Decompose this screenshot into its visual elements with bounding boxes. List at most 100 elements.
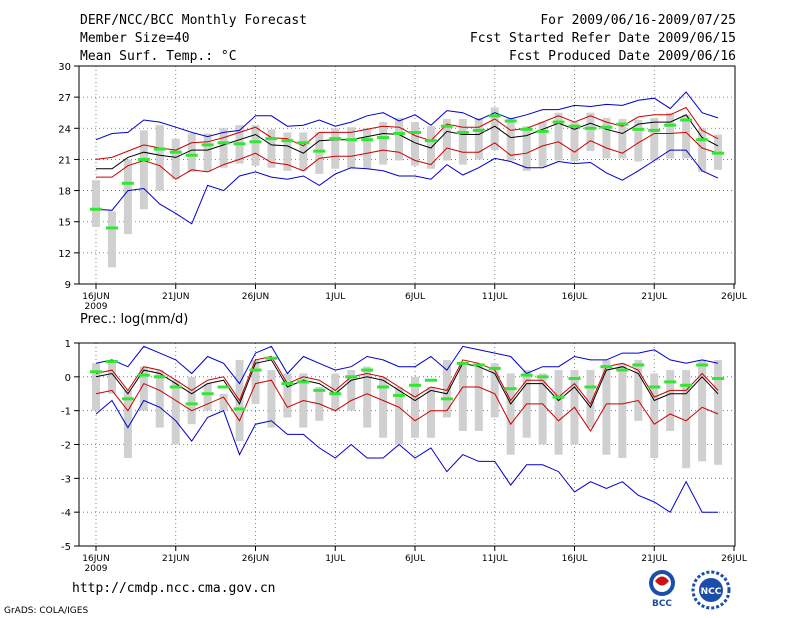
variable-label: Mean Surf. Temp.: °C: [80, 49, 237, 64]
spread-box: [347, 370, 356, 411]
observed-marker: [90, 207, 102, 211]
observed-marker: [600, 125, 613, 129]
observed-marker: [185, 402, 198, 406]
y-tick-label: 0: [65, 373, 71, 384]
spread-box: [506, 373, 515, 455]
observed-marker: [345, 138, 358, 142]
observed-marker: [233, 142, 246, 146]
spread-box: [682, 370, 691, 469]
observed-marker: [680, 383, 693, 387]
observed-marker: [377, 385, 390, 389]
observed-marker: [680, 118, 693, 122]
x-tick-year-label: 2009: [85, 564, 108, 574]
spread-box: [187, 376, 196, 425]
observed-marker: [472, 128, 485, 132]
observed-marker: [424, 139, 437, 143]
spread-box: [139, 366, 148, 411]
spread-box: [251, 359, 260, 404]
observed-marker: [281, 382, 294, 386]
observed-marker: [409, 130, 421, 134]
observed-marker: [456, 130, 469, 134]
observed-marker: [536, 129, 549, 133]
observed-marker: [552, 395, 565, 399]
ensemble-mean-line: [95, 359, 719, 409]
y-tick-label: 9: [65, 280, 71, 291]
observed-marker: [265, 356, 278, 360]
observed-marker: [504, 119, 517, 123]
observed-marker: [504, 387, 517, 391]
spread-box: [458, 363, 467, 431]
spread-box: [267, 370, 276, 428]
x-tick-label: 26JUL: [721, 554, 747, 564]
chart-title: DERF/NCC/BCC Monthly Forecast: [80, 13, 307, 28]
mean-minus-sd-line: [95, 379, 719, 432]
ensemble-min-line: [95, 399, 718, 513]
observed-marker: [409, 383, 421, 387]
observed-marker: [201, 392, 214, 396]
y-tick-label: -4: [61, 508, 71, 519]
member-size-label: Member Size=40: [80, 31, 190, 46]
spread-box: [331, 373, 340, 411]
observed-marker: [121, 181, 134, 185]
observed-marker: [137, 373, 150, 377]
source-url[interactable]: http://cmdp.ncc.cma.gov.cn: [72, 581, 276, 596]
observed-marker: [552, 120, 565, 124]
grads-credit: GrADS: COLA/IGES: [4, 606, 89, 616]
observed-marker: [297, 380, 310, 384]
observed-marker: [568, 377, 581, 381]
spread-box: [458, 118, 467, 165]
observed-marker: [393, 393, 406, 397]
mean-minus-sd-line: [96, 131, 719, 180]
spread-box: [171, 138, 180, 180]
x-tick-label: 16JUN: [82, 292, 109, 302]
x-tick-label: 16JUL: [562, 554, 588, 564]
spread-box: [522, 126, 531, 171]
observed-marker: [153, 147, 166, 151]
observed-marker: [281, 139, 294, 143]
spread-box: [123, 159, 132, 235]
observed-marker: [90, 370, 102, 374]
observed-marker: [472, 363, 485, 367]
spread-box: [618, 363, 627, 459]
y-tick-label: 24: [58, 124, 71, 135]
spread-box: [650, 117, 659, 161]
observed-marker: [696, 363, 709, 367]
observed-marker: [169, 150, 182, 154]
observed-marker: [424, 378, 437, 382]
spread-box: [490, 363, 499, 418]
spread-box: [107, 211, 116, 268]
observed-marker: [440, 397, 453, 401]
spread-box: [395, 386, 404, 445]
observed-marker: [440, 124, 453, 128]
y-tick-label: 15: [58, 218, 71, 229]
spread-box: [155, 125, 164, 191]
observed-marker: [249, 368, 262, 372]
observed-marker: [393, 131, 406, 135]
x-tick-label: 6JUL: [405, 292, 425, 302]
y-tick-label: 12: [58, 249, 71, 260]
spread-box: [363, 366, 372, 428]
observed-marker: [185, 153, 198, 157]
observed-marker: [584, 385, 597, 389]
y-tick-label: 21: [58, 155, 71, 166]
y-tick-label: 18: [58, 187, 71, 198]
spread-box: [379, 376, 388, 438]
x-tick-label: 1JUL: [325, 554, 345, 564]
observed-marker: [361, 138, 374, 142]
spread-box: [347, 127, 356, 169]
spread-box: [554, 112, 563, 161]
x-tick-label: 16JUN: [82, 554, 109, 564]
observed-marker: [664, 123, 677, 127]
ensemble-max-line: [95, 345, 719, 385]
mean-plus-sd-line: [95, 355, 719, 405]
observed-marker: [616, 122, 629, 126]
spread-box: [570, 122, 579, 162]
spread-box: [203, 383, 212, 411]
bcc-logo: BCC: [649, 570, 675, 608]
spread-box: [554, 370, 563, 455]
observed-marker: [361, 368, 374, 372]
x-tick-year-label: 2009: [85, 302, 108, 312]
spread-box: [379, 122, 388, 165]
observed-marker: [137, 157, 150, 161]
